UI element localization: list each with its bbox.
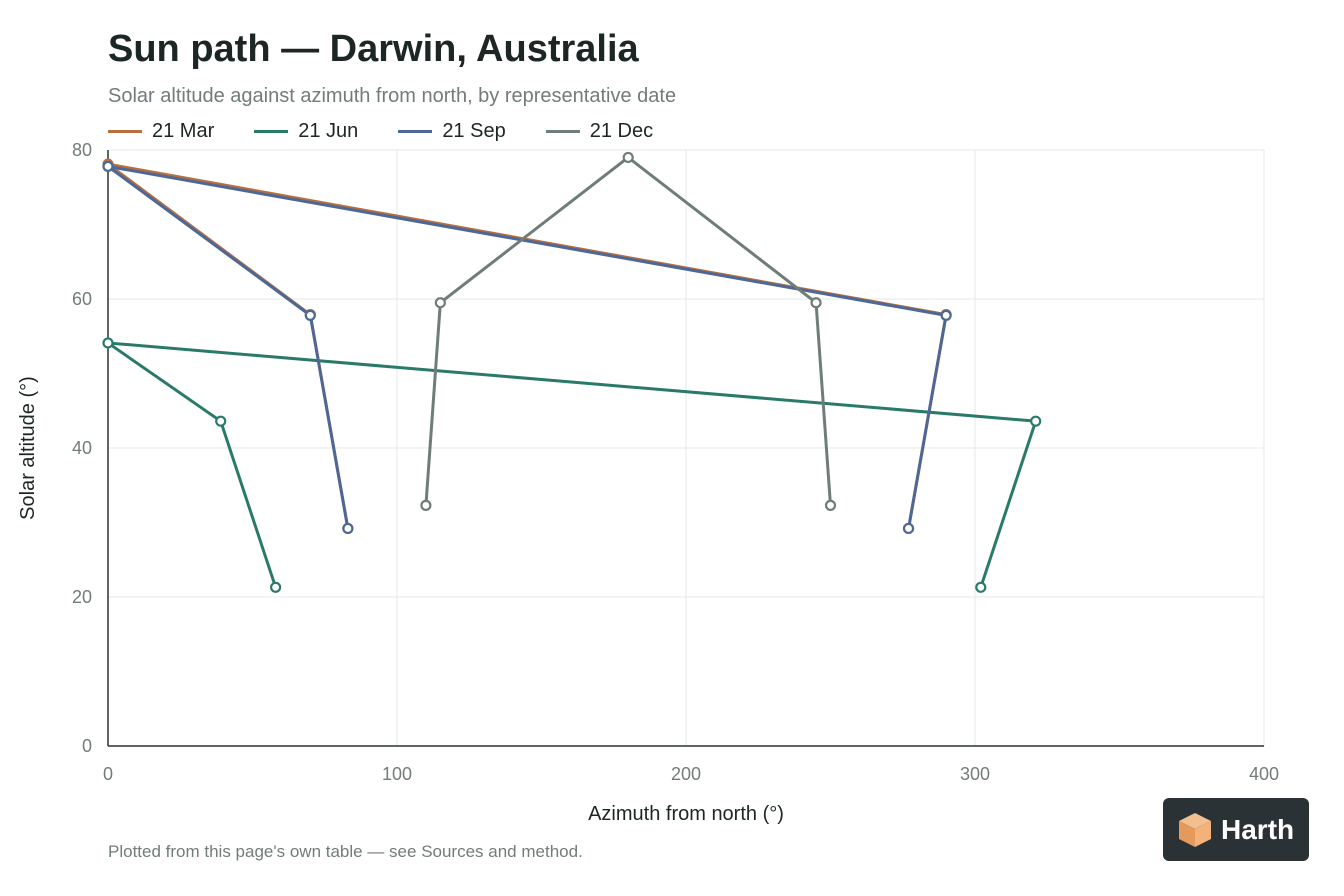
series-21-sep <box>102 160 952 535</box>
x-tick-label: 0 <box>103 764 113 784</box>
legend-label: 21 Jun <box>298 120 359 142</box>
y-tick-label: 60 <box>72 289 92 309</box>
grid <box>108 149 1265 746</box>
data-point[interactable] <box>1030 415 1042 427</box>
legend-item[interactable]: 21 Jun <box>254 120 358 143</box>
legend: 21 Mar 21 Jun 21 Sep 21 Dec <box>108 120 653 143</box>
legend-swatch <box>108 130 142 133</box>
data-point[interactable] <box>102 160 114 172</box>
tick-labels: 0 100 200 300 400 0 20 40 60 80 <box>72 140 1279 784</box>
badge-text: Harth <box>1221 813 1295 845</box>
axes <box>107 150 1264 747</box>
data-point[interactable] <box>420 499 432 511</box>
x-axis-label: Azimuth from north (°) <box>588 803 784 825</box>
data-point[interactable] <box>304 309 316 321</box>
series-21-mar <box>102 158 952 535</box>
series-21-jun <box>102 337 1042 593</box>
legend-swatch <box>545 130 580 133</box>
legend-label: 21 Dec <box>589 120 654 142</box>
series-lines <box>102 151 1042 593</box>
data-point[interactable] <box>102 337 114 349</box>
data-point[interactable] <box>434 297 446 309</box>
footnote: Plotted from this page's own table — see… <box>108 842 583 861</box>
legend-label: 21 Mar <box>152 120 215 142</box>
data-point[interactable] <box>270 581 282 593</box>
data-point[interactable] <box>940 309 952 321</box>
series-line <box>424 155 832 506</box>
x-tick-label: 400 <box>1249 764 1279 784</box>
chart-subtitle: Solar altitude against azimuth from nort… <box>108 85 677 107</box>
harth-badge[interactable]: Harth <box>1163 798 1309 861</box>
data-point[interactable] <box>215 415 227 427</box>
series-line <box>106 341 1038 588</box>
y-axis-label: Solar altitude (°) <box>17 376 39 520</box>
legend-item[interactable]: 21 Sep <box>398 120 506 143</box>
data-point[interactable] <box>902 522 915 535</box>
legend-label: 21 Sep <box>442 120 506 142</box>
data-point[interactable] <box>622 151 634 164</box>
x-tick-label: 200 <box>671 764 701 784</box>
y-tick-label: 20 <box>72 587 92 607</box>
x-tick-label: 300 <box>960 764 990 784</box>
y-tick-label: 0 <box>82 736 92 756</box>
legend-item[interactable]: 21 Mar <box>108 120 214 143</box>
legend-swatch <box>254 130 289 133</box>
y-tick-label: 40 <box>72 438 92 458</box>
series-21-dec <box>420 151 837 511</box>
chart-title: Sun path — Darwin, Australia <box>108 28 639 70</box>
data-point[interactable] <box>342 522 354 535</box>
data-point[interactable] <box>824 499 837 511</box>
x-tick-label: 100 <box>382 764 412 784</box>
cube-logo-icon <box>1179 812 1211 847</box>
y-tick-label: 80 <box>72 140 92 160</box>
legend-swatch <box>398 130 433 133</box>
data-point[interactable] <box>975 581 987 593</box>
data-point[interactable] <box>810 297 822 309</box>
legend-item[interactable]: 21 Dec <box>545 120 654 143</box>
